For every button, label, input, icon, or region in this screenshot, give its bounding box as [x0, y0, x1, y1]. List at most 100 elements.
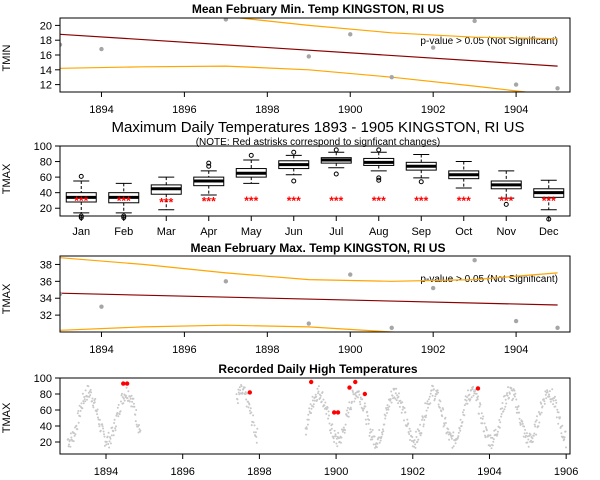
daily-point	[315, 395, 318, 398]
daily-point	[115, 414, 118, 417]
daily-point	[510, 387, 513, 389]
daily-point	[538, 421, 541, 424]
daily-point	[235, 393, 238, 396]
data-point	[348, 272, 353, 277]
daily-point	[523, 425, 526, 428]
p2-xtick-label: Sep	[411, 226, 431, 238]
daily-point	[469, 398, 472, 401]
daily-point	[68, 443, 70, 446]
daily-point	[128, 400, 131, 403]
daily-point	[325, 408, 328, 411]
significance-stars: ***	[74, 194, 88, 208]
daily-point	[437, 391, 440, 394]
daily-point	[316, 387, 319, 390]
daily-point	[310, 407, 313, 410]
daily-point	[401, 408, 404, 411]
daily-point	[459, 429, 462, 432]
daily-point	[504, 398, 507, 401]
daily-point	[386, 406, 389, 409]
daily-point	[132, 397, 135, 400]
daily-point	[527, 438, 530, 441]
daily-point	[414, 446, 417, 449]
daily-point	[560, 432, 563, 435]
daily-point	[496, 430, 499, 433]
significance-stars: ***	[542, 194, 556, 208]
daily-point	[122, 397, 125, 400]
data-point	[99, 304, 104, 309]
daily-point	[432, 385, 434, 388]
daily-point	[475, 392, 478, 395]
daily-point	[96, 408, 99, 411]
daily-point	[236, 398, 239, 401]
daily-point	[430, 389, 433, 392]
daily-point	[359, 396, 362, 399]
data-point	[306, 54, 311, 59]
daily-point	[532, 434, 535, 437]
p1-xtick-label: 1902	[421, 104, 445, 116]
daily-point	[518, 417, 521, 420]
box-outlier	[418, 179, 424, 185]
daily-point	[552, 403, 555, 406]
daily-point	[492, 438, 495, 441]
daily-point	[534, 420, 537, 423]
p4-plot-frame	[59, 377, 571, 455]
p4-xtick-label: 1896	[170, 466, 194, 478]
panel-feb-min-temp: Mean February Min. Temp KINGSTON, RI US …	[1, 2, 571, 116]
daily-point	[543, 400, 546, 403]
daily-point	[412, 441, 415, 444]
daily-point	[106, 435, 109, 438]
daily-point	[108, 446, 111, 449]
p2-xtick-label: Dec	[539, 226, 559, 238]
daily-point	[494, 428, 497, 431]
daily-point	[316, 399, 319, 401]
panel2-ylabel: TMAX	[1, 163, 13, 194]
box-outlier	[291, 149, 297, 155]
daily-point	[353, 400, 356, 403]
daily-point	[358, 393, 361, 396]
daily-point	[129, 397, 132, 400]
daily-point	[500, 413, 503, 415]
daily-point	[479, 403, 482, 406]
daily-point	[121, 392, 123, 395]
daily-point	[321, 391, 324, 394]
record-high-point	[124, 381, 130, 386]
box-outlier	[206, 160, 212, 166]
daily-point	[549, 400, 552, 403]
daily-point	[89, 394, 92, 397]
p3-xtick-label: 1896	[172, 344, 196, 356]
daily-point	[78, 404, 81, 407]
daily-point	[467, 389, 469, 392]
p3-xtick-label: 1900	[338, 344, 362, 356]
daily-point	[504, 405, 507, 408]
p1-ytick-label: 20	[40, 20, 52, 32]
daily-point	[533, 432, 536, 435]
daily-point	[525, 432, 528, 435]
panel-daily-highs: Recorded Daily High Temperatures TMAX 20…	[1, 362, 578, 478]
daily-point	[441, 415, 444, 418]
daily-point	[449, 432, 452, 435]
daily-point	[563, 438, 566, 441]
p1-plot-frame	[59, 17, 571, 93]
daily-point	[359, 403, 362, 406]
p1-xtick-label: 1898	[255, 104, 279, 116]
daily-point	[387, 408, 390, 411]
daily-point	[463, 414, 466, 417]
daily-point	[384, 414, 387, 417]
daily-point	[434, 395, 437, 398]
daily-point	[484, 434, 486, 437]
daily-point	[117, 403, 120, 406]
daily-point	[122, 402, 125, 405]
daily-point	[565, 446, 567, 449]
panel4-ylabel: TMAX	[1, 402, 13, 433]
daily-point	[555, 416, 558, 419]
daily-point	[110, 434, 113, 437]
daily-point	[335, 442, 338, 445]
daily-point	[237, 388, 240, 391]
daily-point	[367, 422, 370, 425]
daily-point	[427, 406, 429, 409]
p3-ytick-label: 34	[40, 293, 52, 305]
panel4-title: Recorded Daily High Temperatures	[218, 362, 417, 376]
daily-point	[521, 422, 524, 425]
daily-point	[77, 421, 80, 424]
daily-point	[344, 423, 347, 426]
